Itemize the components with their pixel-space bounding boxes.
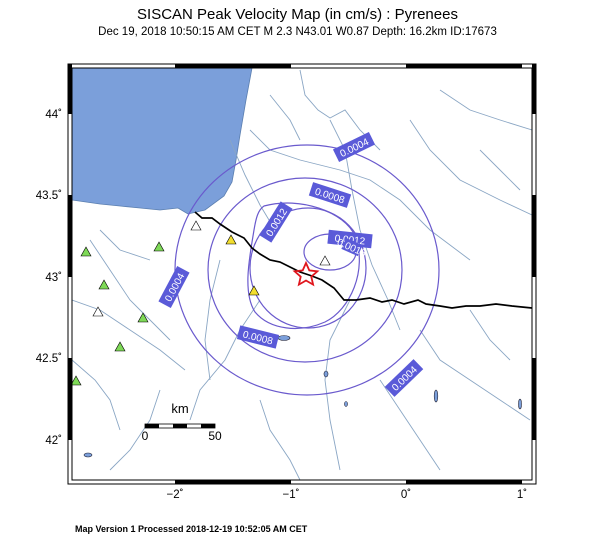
lon-tick: 1˚: [517, 489, 527, 501]
station-marker: [153, 241, 165, 252]
lat-tick: 43˚: [45, 272, 62, 284]
lat-tick: 43.5˚: [36, 190, 62, 202]
scale-min-label: 0: [142, 429, 149, 443]
scale-max-label: 50: [208, 429, 222, 443]
station-marker: [114, 341, 126, 352]
contour-label: 0.0008: [241, 329, 274, 347]
station-marker: [98, 279, 110, 290]
station-marker: [80, 246, 92, 257]
lat-tick: 42˚: [45, 435, 62, 447]
seismic-stations[interactable]: [71, 220, 331, 386]
epicenter-star[interactable]: [292, 260, 320, 287]
station-marker: [72, 375, 82, 386]
lat-tick: 42.5˚: [36, 353, 62, 365]
lon-ticks: −2˚ −1˚ 0˚ 1˚: [167, 489, 528, 501]
event-details: Dec 19, 2018 10:50:15 AM CET M 2.3 N43.0…: [98, 26, 497, 38]
lon-tick: 0˚: [401, 489, 411, 501]
lon-tick: −2˚: [167, 489, 184, 501]
station-marker: [137, 312, 149, 323]
lat-tick: 44˚: [45, 109, 62, 121]
station-marker: [190, 220, 202, 231]
national-border: [194, 211, 532, 309]
station-marker: [319, 255, 331, 266]
processing-footer: Map Version 1 Processed 2018-12-19 10:52…: [75, 524, 308, 534]
sea-area: [72, 68, 253, 215]
lat-ticks: 44˚ 43.5˚ 43˚ 42.5˚ 42˚: [36, 109, 62, 447]
lakes: [83, 335, 522, 458]
map-title: SISCAN Peak Velocity Map (in cm/s) : Pyr…: [137, 6, 458, 23]
lon-tick: −1˚: [283, 489, 300, 501]
station-marker: [248, 285, 260, 296]
station-marker: [92, 306, 104, 317]
scale-unit: km: [171, 401, 188, 416]
map-frame: [67, 63, 537, 485]
scale-bar: km 0 50: [142, 401, 222, 443]
station-marker: [225, 234, 237, 245]
